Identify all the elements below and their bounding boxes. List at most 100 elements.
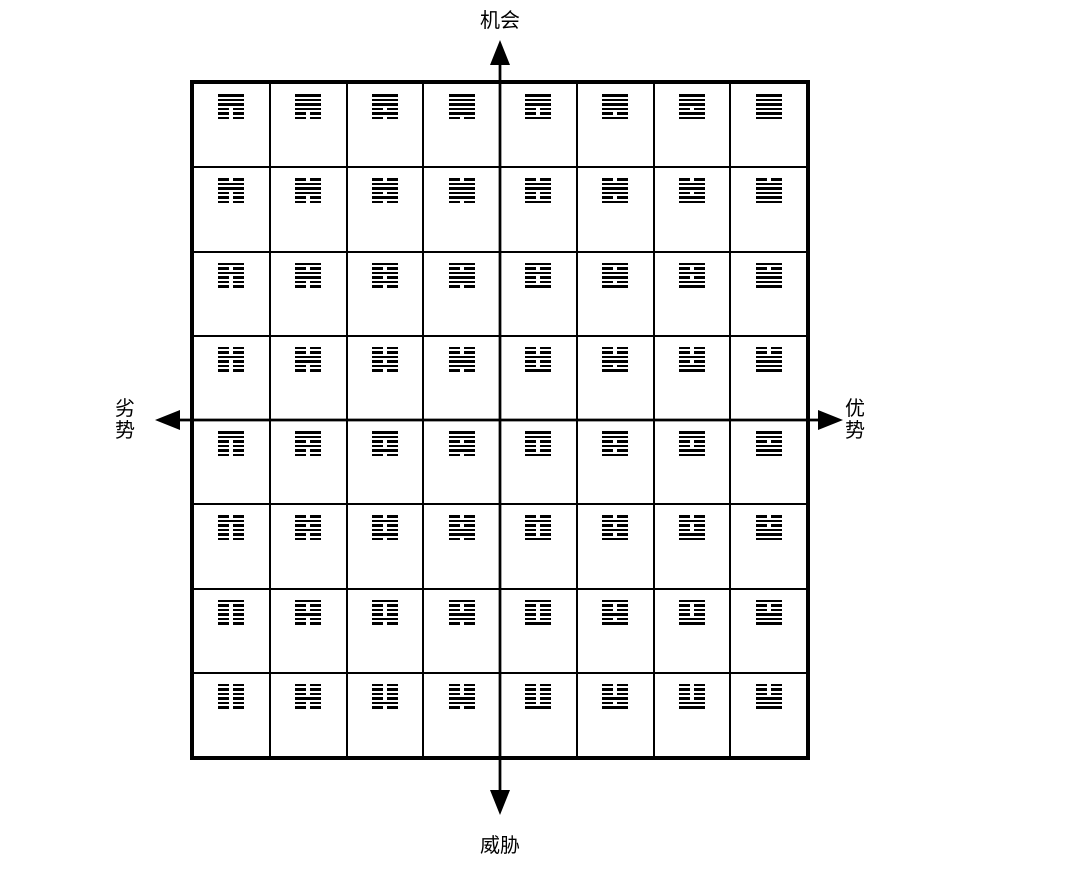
grid-cell (730, 504, 807, 588)
grid-cell (500, 673, 577, 757)
yin-line (295, 454, 321, 457)
yin-line (449, 706, 475, 709)
hexagram (525, 178, 551, 203)
yang-line (756, 622, 782, 625)
yin-line (295, 533, 321, 536)
yang-line (218, 103, 244, 106)
yin-line (602, 178, 628, 181)
yin-line (449, 604, 475, 607)
yin-line (679, 440, 705, 443)
grid-cell (654, 673, 731, 757)
axis-label-bottom-text: 威胁 (480, 835, 520, 857)
grid-cell (347, 673, 424, 757)
yin-line (525, 613, 551, 616)
hexagram (525, 600, 551, 625)
yang-line (679, 449, 705, 452)
yang-line (602, 285, 628, 288)
yang-line (372, 600, 398, 603)
yin-line (218, 360, 244, 363)
hexagram (602, 347, 628, 372)
hexagram (602, 431, 628, 456)
yin-line (218, 688, 244, 691)
yin-line (602, 702, 628, 705)
yang-line (602, 187, 628, 190)
grid-cell (347, 252, 424, 336)
yang-line (218, 187, 244, 190)
yin-line (756, 440, 782, 443)
grid-cell (577, 504, 654, 588)
hexagram (525, 515, 551, 540)
yang-line (602, 263, 628, 266)
yang-line (449, 356, 475, 359)
yang-line (295, 263, 321, 266)
yang-line (295, 436, 321, 439)
yin-line (295, 622, 321, 625)
yang-line (679, 369, 705, 372)
yang-line (295, 529, 321, 532)
yang-line (295, 99, 321, 102)
hexagram (679, 431, 705, 456)
hexagram (679, 178, 705, 203)
yin-line (756, 347, 782, 350)
yin-line (218, 454, 244, 457)
yang-line (449, 263, 475, 266)
yin-line (525, 609, 551, 612)
yin-line (295, 281, 321, 284)
yin-line (372, 622, 398, 625)
grid-cell (500, 336, 577, 420)
yin-line (295, 684, 321, 687)
yang-line (679, 187, 705, 190)
yang-line (756, 94, 782, 97)
yin-line (679, 529, 705, 532)
yang-line (756, 431, 782, 434)
yang-line (372, 272, 398, 275)
yin-line (372, 285, 398, 288)
grid-cell (423, 252, 500, 336)
yin-line (525, 267, 551, 270)
yang-line (756, 187, 782, 190)
yang-line (602, 103, 628, 106)
yang-line (449, 529, 475, 532)
yang-line (449, 276, 475, 279)
yang-line (679, 281, 705, 284)
yang-line (602, 183, 628, 186)
yang-line (372, 436, 398, 439)
yin-line (602, 693, 628, 696)
hexagram (602, 178, 628, 203)
yang-line (679, 600, 705, 603)
yin-line (525, 365, 551, 368)
yin-line (602, 281, 628, 284)
yang-line (295, 108, 321, 111)
yin-line (525, 524, 551, 527)
yin-line (525, 112, 551, 115)
yang-line (525, 272, 551, 275)
yang-line (295, 360, 321, 363)
yin-line (679, 347, 705, 350)
axis-label-top: 机会 (455, 10, 545, 32)
yang-line (372, 431, 398, 434)
yin-line (525, 281, 551, 284)
hexagram (295, 94, 321, 119)
yin-line (218, 347, 244, 350)
grid-cell (270, 420, 347, 504)
yin-line (372, 440, 398, 443)
yin-line (218, 449, 244, 452)
yin-line (449, 267, 475, 270)
yin-line (218, 604, 244, 607)
yin-line (525, 108, 551, 111)
yin-line (449, 117, 475, 120)
grid-cell (270, 167, 347, 251)
yin-line (295, 117, 321, 120)
yang-line (602, 192, 628, 195)
grid-cell (500, 504, 577, 588)
yin-line (218, 524, 244, 527)
yin-line (449, 684, 475, 687)
yang-line (756, 436, 782, 439)
yin-line (756, 609, 782, 612)
hexagram (525, 94, 551, 119)
yin-line (525, 515, 551, 518)
yin-line (372, 538, 398, 541)
yang-line (756, 196, 782, 199)
yin-line (679, 609, 705, 612)
yang-line (756, 117, 782, 120)
